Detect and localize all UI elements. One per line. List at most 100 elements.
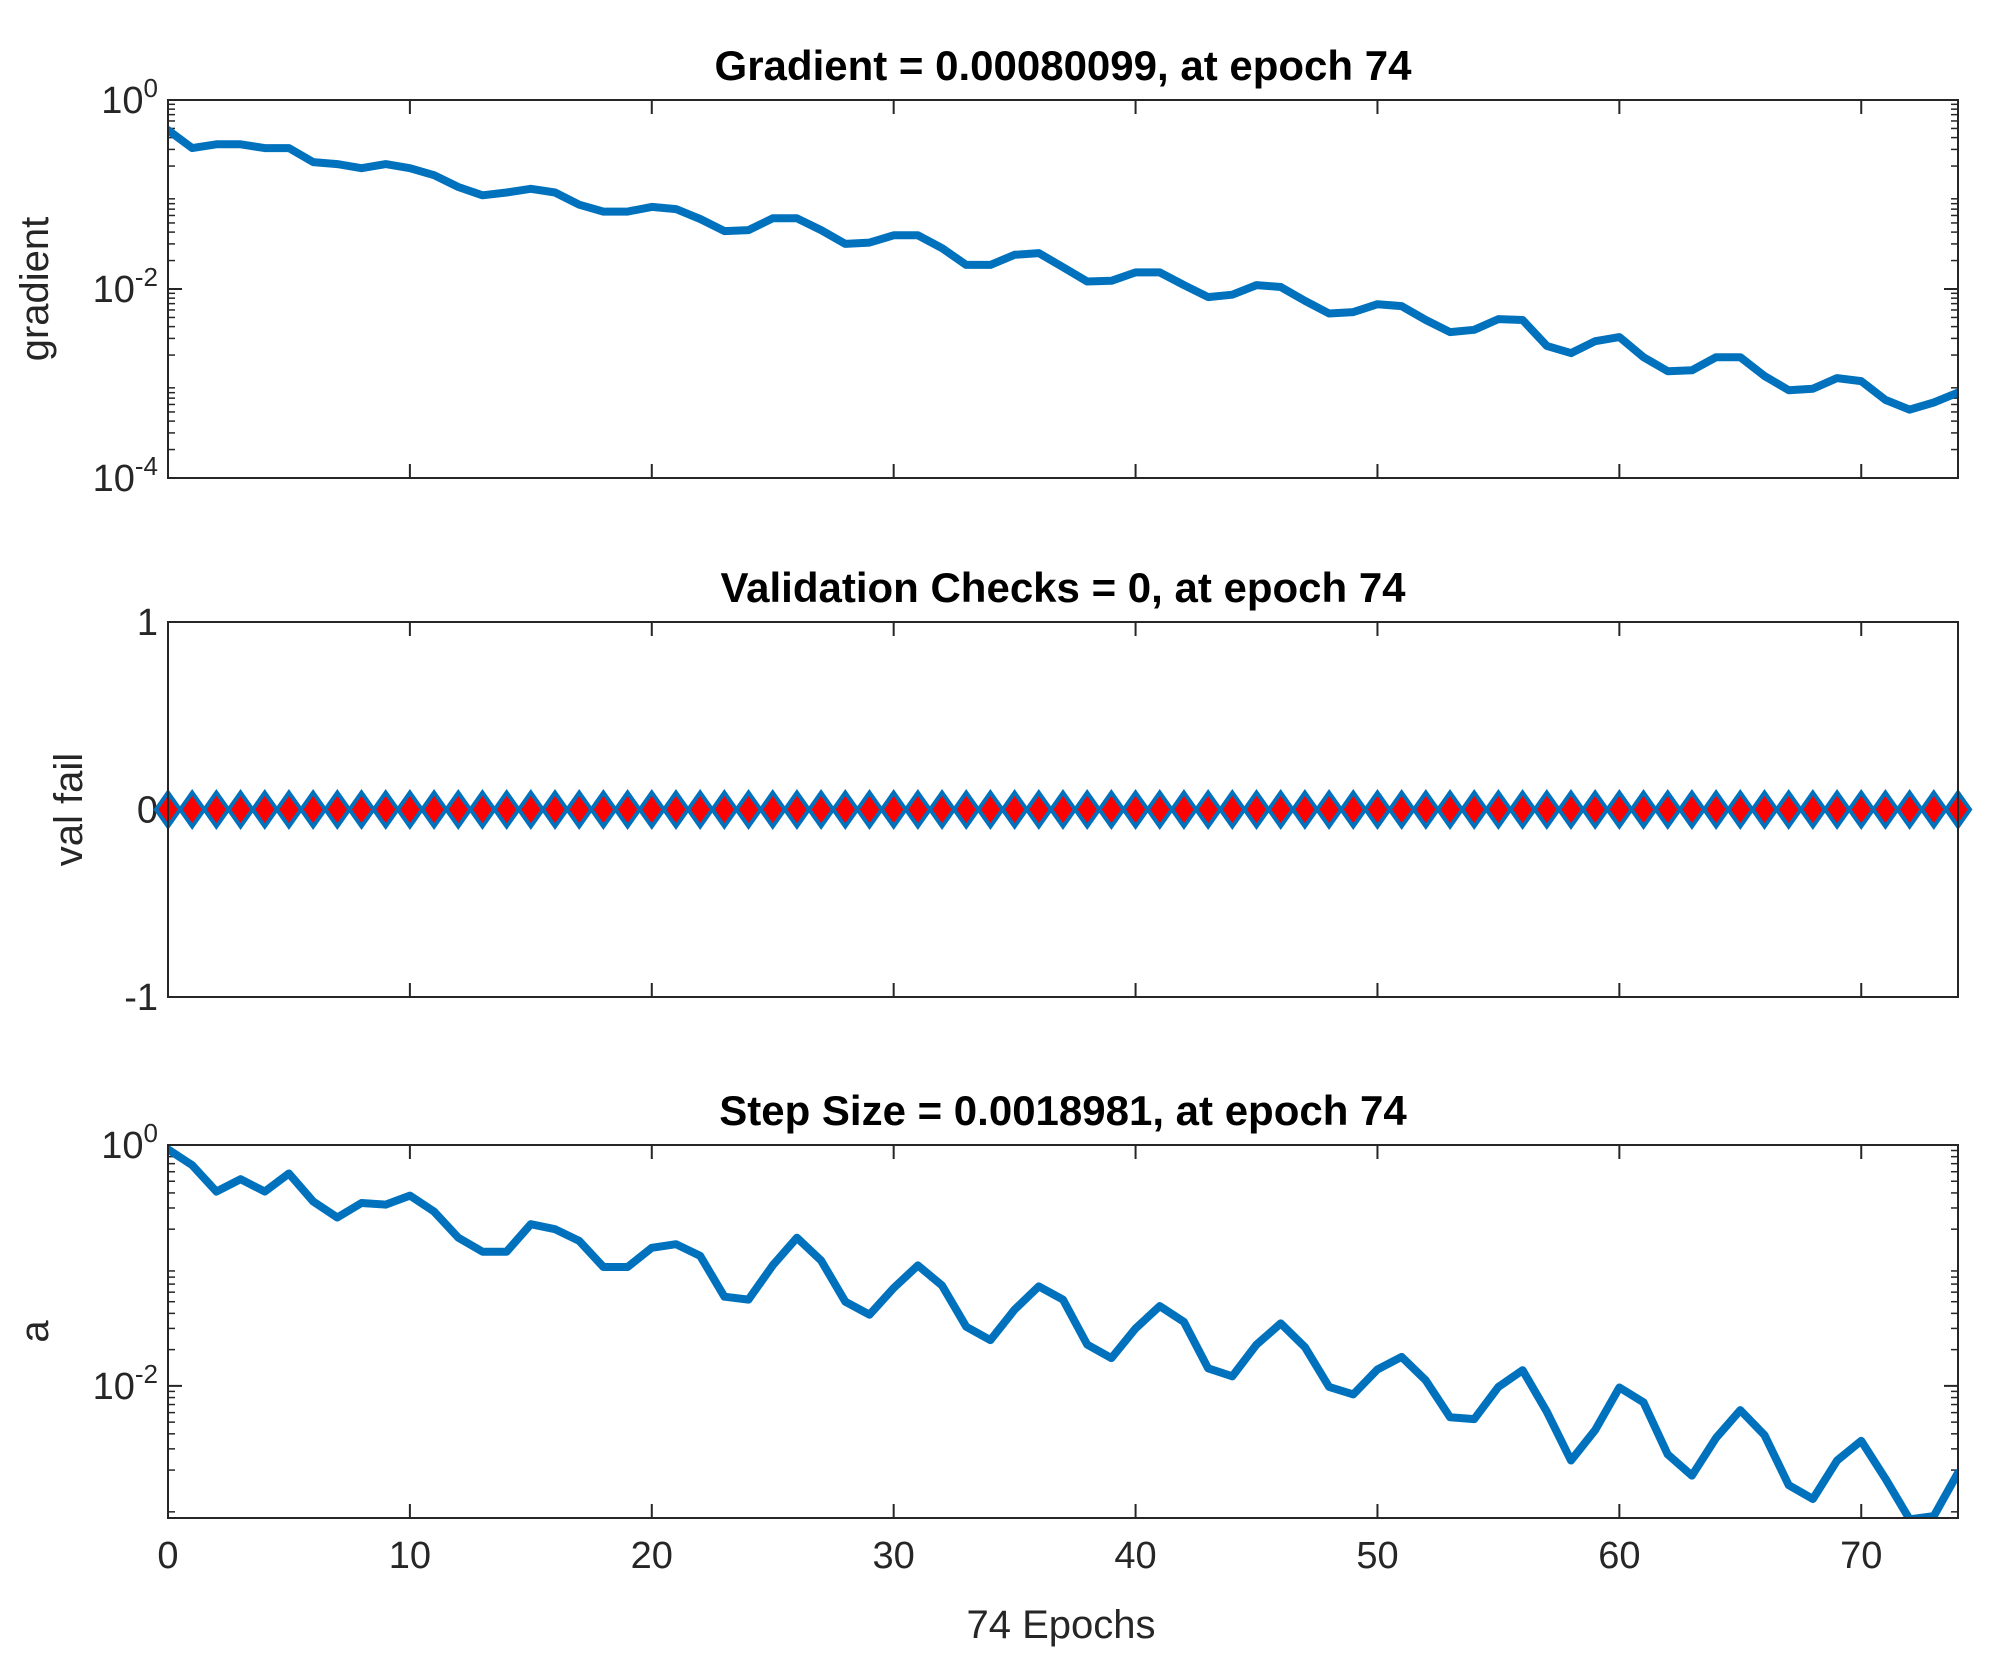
- val-fail-marker: [492, 789, 522, 830]
- val-fail-marker: [516, 789, 546, 830]
- y-tick-label: 100: [101, 1118, 158, 1167]
- val-fail-marker: [1725, 789, 1755, 830]
- val-fail-marker: [226, 789, 256, 830]
- val-fail-marker: [879, 789, 909, 830]
- val-fail-marker: [1532, 789, 1562, 830]
- val-fail-marker: [322, 789, 352, 830]
- val-fail-marker: [298, 789, 328, 830]
- val-fail-marker: [1363, 789, 1392, 830]
- val-fail-marker: [1846, 789, 1876, 830]
- y-tick-label: -1: [124, 977, 158, 1019]
- val-fail-marker: [927, 789, 957, 830]
- val-fail-marker: [274, 789, 304, 830]
- x-tick-label: 70: [1840, 1535, 1882, 1577]
- y-tick-label: 0: [137, 790, 158, 832]
- y-axis-label: a: [13, 1320, 57, 1343]
- val-fail-marker: [855, 789, 884, 830]
- y-tick-label: 10-2: [93, 262, 158, 311]
- y-tick-label: 10-2: [93, 1359, 158, 1408]
- val-fail-marker: [1266, 789, 1296, 830]
- val-fail-marker: [1145, 789, 1175, 830]
- val-fail-marker: [1435, 789, 1465, 830]
- val-fail-marker: [1798, 789, 1828, 830]
- val-fail-marker: [395, 789, 425, 830]
- y-axis-label: gradient: [13, 217, 57, 362]
- val-fail-marker: [1580, 789, 1610, 830]
- val-fail-marker: [1242, 789, 1271, 830]
- val-fail-marker: [758, 789, 788, 830]
- x-tick-label: 60: [1598, 1535, 1640, 1577]
- gradient-panel: Gradient = 0.00080099, at epoch 74 100 10-…: [13, 42, 1959, 500]
- val-fail-marker: [782, 789, 812, 830]
- val-fail-marker: [1411, 789, 1441, 830]
- panel-title: Step Size = 0.0018981, at epoch 74: [719, 1087, 1407, 1134]
- val-fail-marker: [250, 789, 280, 830]
- val-fail-marker: [201, 789, 231, 830]
- val-fail-marker: [540, 789, 570, 830]
- val-fail-marker: [975, 789, 1005, 830]
- val-fail-marker: [371, 789, 401, 830]
- val-fail-marker: [564, 789, 594, 830]
- x-tick-label: 10: [389, 1535, 431, 1577]
- x-tick-label: 30: [873, 1535, 915, 1577]
- y-tick-label: 100: [101, 73, 158, 122]
- val-fail-marker: [1556, 789, 1586, 830]
- val-fail-marker: [1314, 789, 1344, 830]
- x-tick-label: 50: [1356, 1535, 1398, 1577]
- validation-checks-panel: Validation Checks = 0, at epoch 74 1 0 -1 va…: [47, 564, 1973, 1019]
- val-fail-marker: [806, 789, 836, 830]
- val-fail-marker: [1121, 789, 1151, 830]
- val-fail-marker: [1701, 789, 1731, 830]
- val-fail-marker: [1096, 789, 1126, 830]
- val-fail-marker: [1750, 789, 1779, 830]
- val-fail-marker: [1290, 789, 1320, 830]
- series-line: [168, 1145, 1958, 1518]
- val-fail-marker: [1895, 789, 1925, 830]
- x-tick-label: 20: [631, 1535, 673, 1577]
- val-fail-marker: [613, 789, 643, 830]
- val-fail-marker: [1653, 789, 1683, 830]
- val-fail-marker: [1169, 789, 1199, 830]
- val-fail-marker: [468, 789, 497, 830]
- val-fail-marker: [903, 789, 933, 830]
- val-fail-marker: [1483, 789, 1513, 830]
- val-fail-marker: [347, 789, 376, 830]
- axes-box: [167, 1144, 1959, 1519]
- x-tick-label: 0: [157, 1535, 178, 1577]
- val-fail-marker: [1338, 789, 1368, 830]
- val-fail-marker: [661, 789, 691, 830]
- val-fail-marker: [1000, 789, 1030, 830]
- panel-title: Validation Checks = 0, at epoch 74: [720, 564, 1406, 611]
- val-fail-marker: [830, 789, 860, 830]
- val-fail-marker: [1072, 789, 1102, 830]
- axes-box: [167, 621, 1959, 998]
- x-tick-label: 40: [1114, 1535, 1156, 1577]
- val-fail-marker: [1677, 789, 1707, 830]
- val-fail-marker: [685, 789, 715, 830]
- val-fail-marker: [177, 789, 207, 830]
- val-fail-marker: [1629, 789, 1658, 830]
- val-fail-marker: [1217, 789, 1247, 830]
- y-tick-label: 1: [137, 602, 158, 644]
- step-size-panel: Step Size = 0.0018981, at epoch 74 0 10 20 3…: [13, 1087, 1959, 1577]
- val-fail-marker: [1870, 789, 1900, 830]
- val-fail-marker: [1048, 789, 1078, 830]
- series-line: [168, 126, 1958, 414]
- val-fail-marker: [419, 789, 449, 830]
- panel-title: Gradient = 0.00080099, at epoch 74: [715, 42, 1413, 89]
- val-fail-marker: [1024, 789, 1054, 830]
- val-fail-marker: [1193, 789, 1223, 830]
- val-fail-marker: [1919, 789, 1949, 830]
- axes-box: [167, 99, 1959, 479]
- val-fail-marker: [1604, 789, 1634, 830]
- y-axis-label: val fail: [47, 753, 91, 866]
- val-fail-marker: [1774, 789, 1804, 830]
- val-fail-marker: [1459, 789, 1489, 830]
- val-fail-marker: [637, 789, 667, 830]
- val-fail-marker: [588, 789, 618, 830]
- val-fail-marker: [1387, 789, 1417, 830]
- val-fail-marker: [1508, 789, 1538, 830]
- val-fail-marker: [709, 789, 739, 830]
- val-fail-marker: [1822, 789, 1852, 830]
